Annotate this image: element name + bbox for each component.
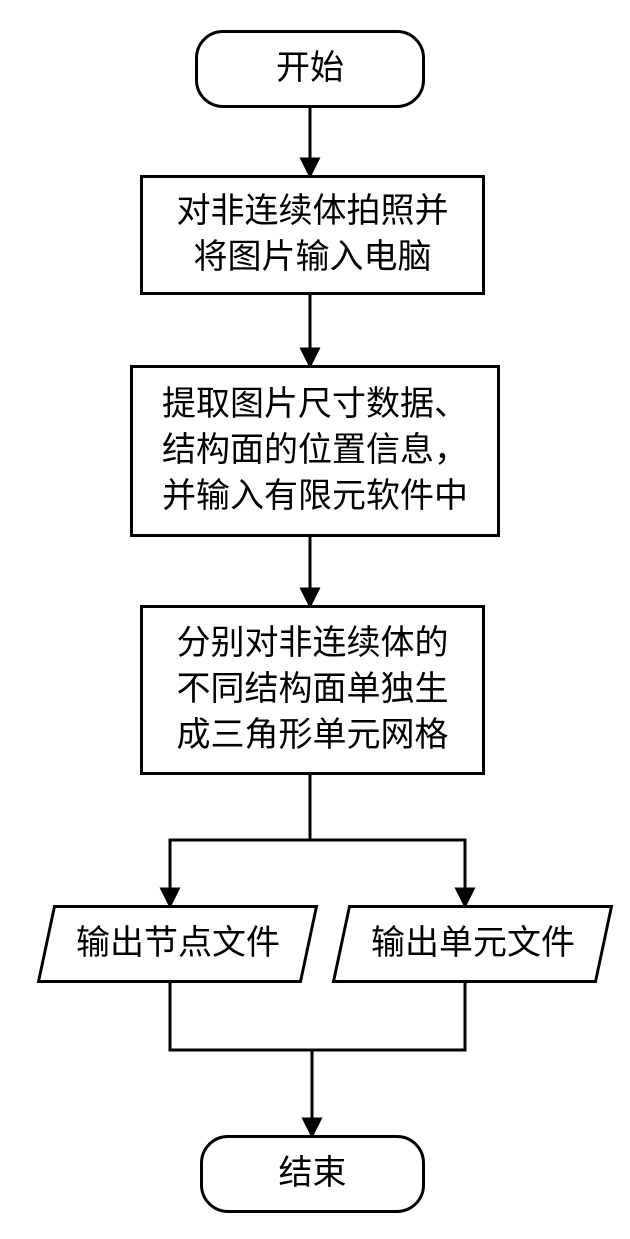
end-label: 结束 xyxy=(279,1151,347,1197)
output-nodes-file-label: 输出节点文件 xyxy=(76,921,280,967)
start-label: 开始 xyxy=(276,46,344,92)
output-elements-file: 输出单元文件 xyxy=(332,905,614,983)
output-nodes-file: 输出节点文件 xyxy=(37,905,319,983)
process-photograph-label: 对非连续体拍照并 将图片输入电脑 xyxy=(177,189,449,281)
process-mesh: 分别对非连续体的 不同结构面单独生 成三角形单元网格 xyxy=(140,605,485,775)
process-extract: 提取图片尺寸数据、 结构面的位置信息， 并输入有限元软件中 xyxy=(130,365,500,537)
output-elements-file-label: 输出单元文件 xyxy=(371,921,575,967)
process-mesh-label: 分别对非连续体的 不同结构面单独生 成三角形单元网格 xyxy=(177,621,449,759)
process-photograph: 对非连续体拍照并 将图片输入电脑 xyxy=(140,175,485,295)
start-node: 开始 xyxy=(195,30,425,108)
process-extract-label: 提取图片尺寸数据、 结构面的位置信息， 并输入有限元软件中 xyxy=(162,382,468,520)
end-node: 结束 xyxy=(200,1135,425,1213)
